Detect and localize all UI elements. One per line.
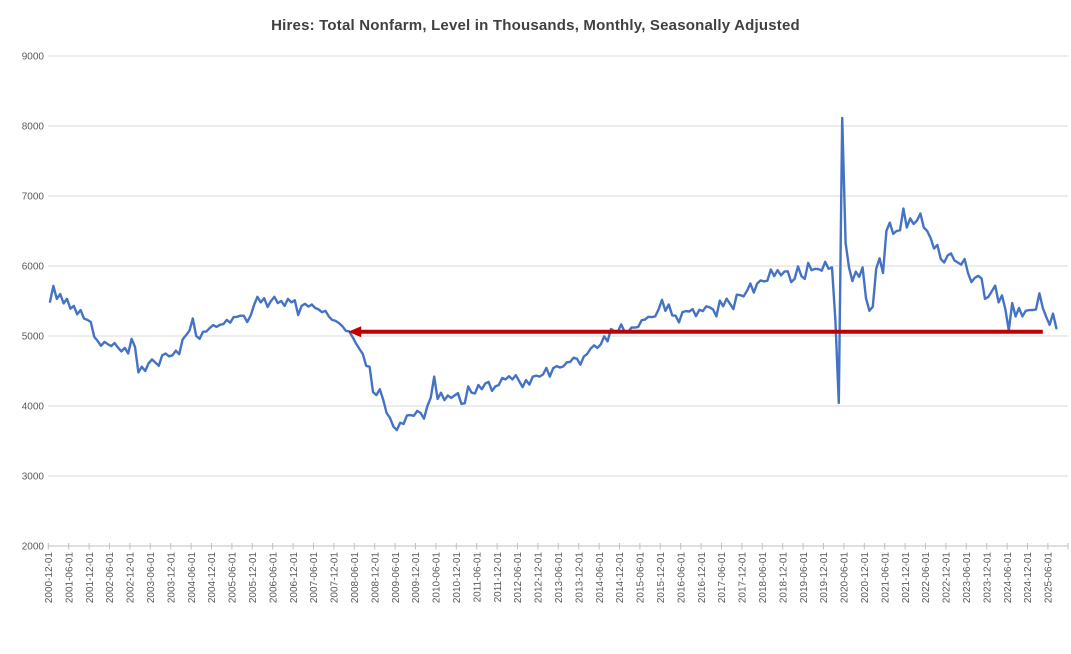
y-axis-tick-label: 5000 (22, 332, 45, 343)
left-arrowhead-icon (348, 326, 362, 338)
x-axis-tick-label: 2024-06-01 (1003, 552, 1014, 604)
x-axis-tick-label: 2023-06-01 (962, 552, 973, 604)
hires-series-line (48, 116, 1058, 432)
x-axis-tick-label: 2020-06-01 (840, 552, 851, 604)
y-axis-tick-label: 8000 (22, 122, 45, 133)
y-axis-tick-label: 3000 (22, 472, 45, 483)
x-axis-tick-label: 2025-06-01 (1044, 552, 1055, 604)
x-axis-tick-label: 2005-12-01 (248, 552, 259, 604)
x-axis-tick-label: 2020-12-01 (860, 552, 871, 604)
x-axis-tick-label: 2007-12-01 (330, 552, 341, 604)
x-axis-tick-label: 2019-06-01 (799, 552, 810, 604)
x-axis-tick-label: 2010-06-01 (432, 552, 443, 604)
x-axis-tick-label: 2024-12-01 (1023, 552, 1034, 604)
x-axis-tick-label: 2022-12-01 (942, 552, 953, 604)
x-axis-tick-label: 2002-12-01 (126, 552, 137, 604)
x-axis-tick-label: 2015-12-01 (656, 552, 667, 604)
x-axis-tick-label: 2013-12-01 (574, 552, 585, 604)
x-axis-tick-label: 2001-12-01 (85, 552, 96, 604)
chart-title: Hires: Total Nonfarm, Level in Thousands… (271, 17, 800, 34)
x-axis-tick-label: 2004-06-01 (187, 552, 198, 604)
x-axis-tick-label: 2005-06-01 (228, 552, 239, 604)
x-axis-tick-label: 2019-12-01 (819, 552, 830, 604)
x-axis-tick-label: 2013-06-01 (554, 552, 565, 604)
y-axis-tick-label: 4000 (22, 402, 45, 413)
x-axis-tick-label: 2011-06-01 (472, 552, 483, 603)
x-axis-tick-label: 2001-06-01 (64, 552, 75, 604)
x-axis-tick-label: 2014-12-01 (615, 552, 626, 604)
x-axis-tick-label: 2016-12-01 (697, 552, 708, 604)
x-axis-tick-label: 2011-12-01 (493, 552, 504, 603)
y-axis-tick-label: 7000 (22, 192, 45, 203)
x-axis-tick-label: 2009-06-01 (391, 552, 402, 604)
x-axis-tick-label: 2008-12-01 (370, 552, 381, 604)
x-axis-tick-label: 2012-12-01 (534, 552, 545, 604)
x-axis-tick-label: 2021-06-01 (880, 552, 891, 604)
x-axis-tick-label: 2007-06-01 (309, 552, 320, 604)
x-axis-tick-label: 2002-06-01 (105, 552, 116, 604)
x-axis-tick-label: 2022-06-01 (921, 552, 932, 604)
x-axis-tick-label: 2023-12-01 (982, 552, 993, 604)
x-axis-tick-label: 2017-12-01 (738, 552, 749, 604)
x-axis-tick-label: 2016-06-01 (676, 552, 687, 604)
y-axis-tick-label: 2000 (22, 542, 45, 553)
x-axis-tick-label: 2006-12-01 (289, 552, 300, 604)
x-axis-tick-label: 2009-12-01 (411, 552, 422, 604)
x-axis-tick-label: 2003-12-01 (166, 552, 177, 604)
x-axis-tick-label: 2010-12-01 (452, 552, 463, 604)
x-axis-tick-label: 2008-06-01 (350, 552, 361, 604)
x-axis-tick-label: 2021-12-01 (901, 552, 912, 604)
x-axis-tick-label: 2003-06-01 (146, 552, 157, 604)
x-axis-tick-label: 2018-06-01 (758, 552, 769, 604)
x-axis-tick-label: 2018-12-01 (778, 552, 789, 604)
y-axis-tick-label: 9000 (22, 52, 45, 63)
x-axis-tick-label: 2015-06-01 (636, 552, 647, 604)
x-axis-tick-label: 2014-06-01 (595, 552, 606, 604)
y-axis-tick-label: 6000 (22, 262, 45, 273)
x-axis-tick-label: 2006-06-01 (268, 552, 279, 604)
x-axis-tick-label: 2012-06-01 (513, 552, 524, 604)
x-axis-tick-label: 2000-12-01 (44, 552, 55, 604)
x-axis-tick-label: 2004-12-01 (207, 552, 218, 604)
x-axis-tick-label: 2017-06-01 (717, 552, 728, 604)
